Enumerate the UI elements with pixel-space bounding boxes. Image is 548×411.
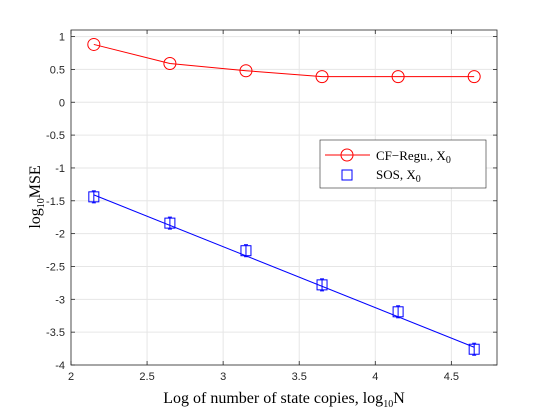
plot-background (71, 30, 497, 365)
data-point-circle (163, 57, 177, 70)
x-tick-label: 2 (68, 371, 74, 383)
y-tick-label: -3 (55, 294, 65, 306)
series-fit-line (93, 194, 475, 348)
series-layer (87, 37, 481, 356)
y-tick-label: -1 (55, 163, 65, 175)
y-tick-label: -1.5 (46, 196, 65, 208)
plot-frame (70, 29, 498, 366)
data-point-circle (87, 37, 101, 51)
x-axis-title: Log of number of state copies, log10N (163, 390, 405, 410)
y-axis-title: log10MSE (27, 165, 47, 228)
data-point-circle (391, 70, 405, 84)
x-tick-label: 4 (372, 371, 378, 383)
y-tick-label: -2.5 (46, 261, 65, 273)
x-tick-label: 3.5 (292, 371, 307, 383)
legend-label-cf-regu: CF−Regu., X0 (376, 148, 451, 166)
data-point-circle (315, 70, 329, 84)
data-point-circle (467, 70, 481, 84)
axis-ticks: 2 2.5 3 3.5 4 4.5 1 0.5 0 -0.5 -1 -1.5 -2 -2.5 -3 -3.5 -… (46, 30, 497, 383)
y-tick-label: -0.5 (46, 130, 65, 142)
x-tick-label: 2.5 (139, 371, 154, 383)
data-point-circle (239, 64, 253, 78)
x-tick-label: 3 (220, 371, 226, 383)
y-tick-label: -4 (55, 360, 65, 372)
y-tick-label: -3.5 (46, 327, 65, 339)
x-tick-label: 4.5 (444, 371, 459, 383)
y-tick-label: 0.5 (50, 64, 65, 76)
legend-label-sos: SOS, X0 (376, 167, 421, 185)
y-tick-label: -2 (55, 229, 65, 241)
y-tick-label: 0 (59, 97, 65, 109)
y-tick-label: 1 (59, 32, 65, 44)
series-line (93, 43, 475, 78)
legend-marker-cf-regu (340, 148, 354, 162)
legend: CF−Regu., X0 SOS, X0 (319, 139, 487, 189)
legend-marker-sos (341, 169, 353, 181)
